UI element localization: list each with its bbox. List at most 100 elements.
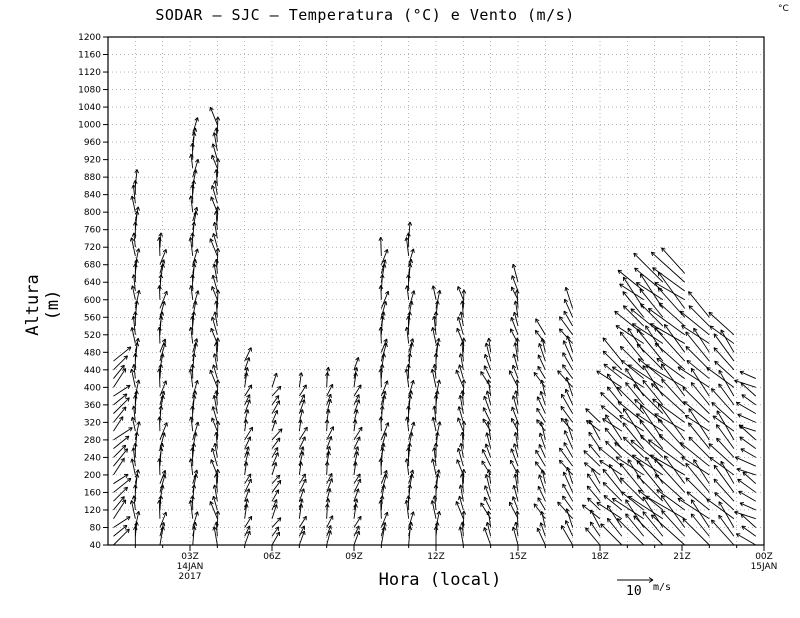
wind-vector-head	[557, 370, 562, 373]
wind-vector-head	[410, 248, 414, 253]
wind-vector-head	[587, 497, 590, 502]
wind-vector-head	[686, 360, 691, 362]
wind-vector-shaft	[514, 473, 519, 493]
wind-vector-head	[383, 443, 386, 448]
y-tick-label: 1080	[78, 86, 101, 96]
wind-vector-head	[461, 510, 465, 515]
wind-vector-head	[411, 300, 414, 305]
wind-vector-head	[718, 383, 723, 387]
wind-vector-head	[162, 526, 165, 531]
wind-vector-head	[647, 308, 651, 313]
wind-vector	[677, 497, 710, 520]
wind-vector-head	[561, 393, 566, 397]
wind-vector-shaft	[460, 353, 464, 370]
wind-vector-head	[664, 455, 669, 458]
wind-vector-head	[406, 363, 409, 368]
wind-vector-head	[738, 491, 742, 495]
wind-vector	[586, 485, 601, 502]
wind-vector	[458, 526, 464, 546]
wind-vector-head	[656, 357, 661, 360]
wind-vector-head	[736, 468, 740, 473]
wind-vector-shaft	[690, 499, 710, 528]
wind-vector	[380, 290, 390, 309]
wind-vector-head	[382, 522, 386, 526]
wind-vector-head	[635, 282, 639, 287]
wind-vector	[720, 329, 735, 353]
wind-vector-shaft	[539, 432, 546, 449]
wind-vector-shaft	[134, 379, 140, 397]
wind-vector-shaft	[215, 473, 218, 493]
wind-vector-shaft	[561, 393, 574, 414]
wind-vector-shaft	[408, 290, 415, 309]
wind-vector-shaft	[484, 354, 492, 370]
wind-vector-head	[355, 488, 359, 492]
wind-vector-head	[385, 301, 388, 306]
wind-vector-head	[355, 419, 358, 424]
wind-vector	[244, 399, 251, 414]
wind-vector	[430, 500, 437, 519]
wind-vector	[192, 117, 199, 134]
wind-vector	[408, 511, 415, 528]
wind-vector	[159, 390, 166, 405]
wind-vector-head	[513, 473, 516, 478]
wind-vector-head	[439, 290, 442, 295]
wind-vector	[378, 285, 384, 300]
wind-vector-shaft	[615, 456, 644, 476]
wind-vector-head	[157, 499, 160, 504]
wind-vector-head	[210, 448, 213, 453]
wind-vector-head	[298, 372, 302, 376]
wind-vector-shaft	[711, 519, 735, 546]
wind-vector	[326, 488, 332, 502]
wind-vector-head	[513, 443, 518, 447]
wind-vector-shaft	[244, 347, 252, 362]
wind-vector-shaft	[583, 450, 601, 467]
wind-vector-shaft	[459, 395, 464, 414]
wind-vector-head	[432, 416, 436, 421]
wind-vector	[212, 233, 218, 248]
wind-vector	[244, 384, 253, 397]
wind-vector-shaft	[628, 364, 664, 388]
wind-vector-shaft	[565, 388, 574, 406]
wind-vector-shaft	[433, 405, 437, 423]
wind-vector-head	[409, 221, 413, 226]
wind-vector-shaft	[192, 421, 199, 441]
wind-vector-shaft	[192, 522, 196, 537]
wind-vector-head	[740, 448, 744, 453]
wind-vector	[353, 498, 359, 511]
wind-vector-shaft	[216, 116, 219, 134]
wind-vector-head	[384, 290, 389, 295]
wind-vector-shaft	[192, 390, 196, 405]
wind-vector	[134, 206, 140, 222]
wind-vector-head	[483, 407, 487, 411]
wind-vector	[215, 420, 221, 440]
wind-vector-head	[509, 370, 514, 374]
wind-vector-head	[511, 406, 513, 411]
wind-vector-shaft	[510, 328, 519, 344]
wind-vector-shaft	[380, 326, 382, 344]
wind-vector	[614, 310, 645, 336]
wind-vector-head	[645, 325, 650, 329]
wind-vector-head	[563, 442, 568, 445]
wind-vector-head	[627, 459, 632, 462]
wind-vector-shaft	[625, 513, 645, 537]
wind-vector-head	[639, 288, 642, 293]
wind-vector-shaft	[353, 394, 360, 406]
wind-vector-shaft	[132, 447, 136, 467]
wind-vector-head	[633, 384, 636, 389]
wind-vector-shaft	[431, 500, 437, 519]
wind-vector-head	[197, 380, 199, 385]
wind-vector	[652, 267, 685, 292]
wind-vector-head	[407, 263, 411, 268]
wind-vector-shaft	[718, 501, 735, 528]
wind-vector	[486, 510, 492, 528]
wind-vector-shaft	[714, 492, 735, 511]
wind-vector-head	[210, 316, 213, 321]
wind-vector-head	[276, 385, 282, 389]
wind-vector-head	[436, 421, 441, 425]
wind-vector-head	[210, 501, 214, 505]
y-tick-label: 1040	[78, 103, 101, 113]
wind-vector-shaft	[113, 384, 131, 397]
wind-vector-shaft	[244, 426, 253, 441]
wind-vector	[615, 325, 644, 344]
wind-vector-head	[617, 269, 623, 272]
